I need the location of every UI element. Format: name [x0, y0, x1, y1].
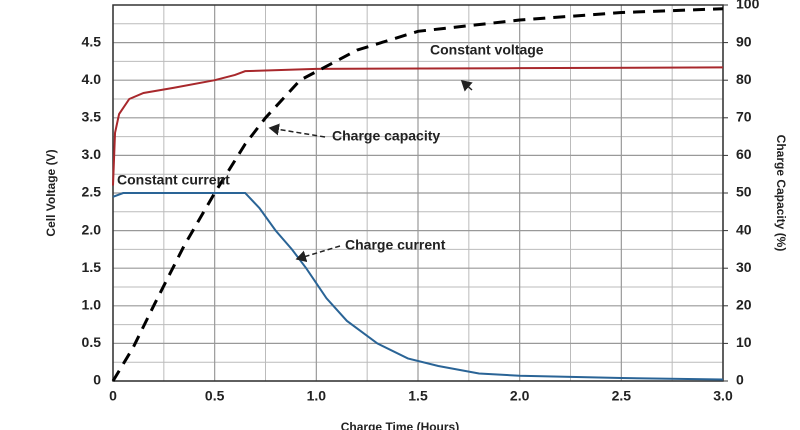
arrow: [460, 79, 473, 92]
y2-tick-label: 40: [736, 221, 752, 237]
arrow: [295, 245, 341, 263]
y2-tick-label: 60: [736, 146, 752, 162]
y2-tick-label: 20: [736, 297, 752, 313]
y2-tick-label: 90: [736, 33, 752, 49]
y2-tick-label: 30: [736, 259, 752, 275]
y-tick-label: 0.5: [82, 334, 102, 350]
y-tick-label: 4.0: [82, 71, 102, 87]
annotation: Charge capacity: [332, 128, 440, 144]
annotation: Charge current: [345, 237, 446, 253]
arrow: [268, 123, 326, 138]
x-tick-label: 0.5: [205, 388, 225, 404]
y2-tick-label: 100: [736, 0, 760, 12]
series-line: [111, 7, 724, 382]
annotation: Constant current: [117, 172, 230, 188]
y-tick-label: 1.0: [82, 297, 102, 313]
y-tick-label: 2.5: [82, 184, 102, 200]
y2-tick-label: 70: [736, 109, 752, 125]
y-tick-label: 4.5: [82, 33, 102, 49]
y2-tick-label: 80: [736, 71, 752, 87]
series-line: [112, 66, 724, 186]
y-axis-label: Cell Voltage (V): [44, 149, 58, 236]
series-line: [112, 192, 724, 381]
x-tick-label: 1.5: [408, 388, 428, 404]
plot-frame: [112, 4, 724, 382]
y2-tick-label: 0: [736, 372, 744, 388]
x-tick-label: 3.0: [713, 388, 733, 404]
y2-tick-label: 50: [736, 184, 752, 200]
y-tick-label: 0: [93, 372, 101, 388]
x-tick-label: 2.0: [510, 388, 530, 404]
x-tick-label: 0: [109, 388, 117, 404]
annotation: Constant voltage: [430, 42, 544, 58]
y-tick-label: 1.5: [82, 259, 102, 275]
y2-axis-label: Charge Capacity (%): [774, 135, 788, 252]
annotations: Constant voltage Charge capacity Charge …: [117, 42, 544, 253]
y-tick-label: 3.5: [82, 109, 102, 125]
x-tick-label: 1.0: [307, 388, 327, 404]
x-axis-label: Charge Time (Hours): [341, 420, 459, 430]
y-tick-label: 2.0: [82, 221, 102, 237]
y-tick-label: 3.0: [82, 146, 102, 162]
y2-tick-label: 10: [736, 334, 752, 350]
x-tick-label: 2.5: [612, 388, 632, 404]
